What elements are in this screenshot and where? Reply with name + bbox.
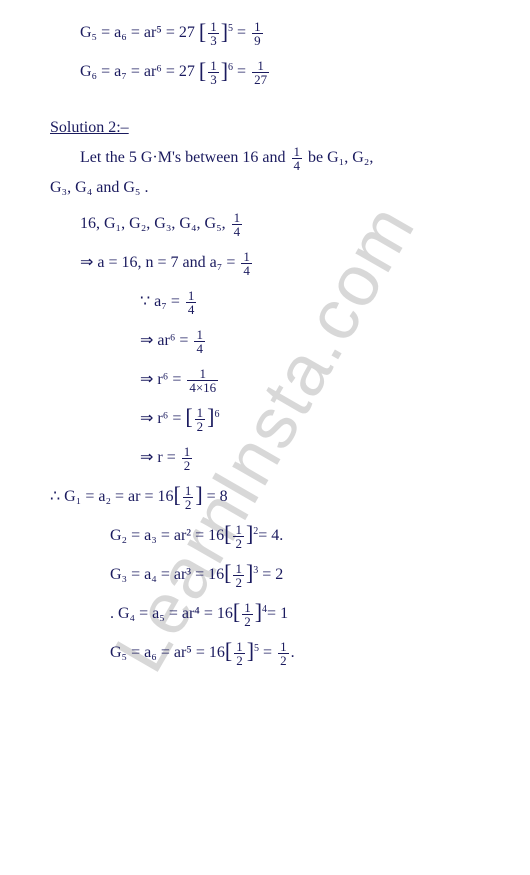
sequence-line: 16, G₁, G₂, G₃, G₄, G₅, 14 (50, 211, 500, 238)
equation-g5-prev: G₅ = a₆ = ar⁵ = 27 [13]5 = 19 (50, 20, 500, 47)
intro-line-2: G₃, G₄ and G₅ . (50, 178, 500, 199)
result-g4: . G₄ = a₅ = ar⁴ = 16[12]4= 1 (50, 601, 500, 628)
step-1: ∵ a₇ = 14 (50, 289, 500, 316)
solution-heading: Solution 2:– (50, 118, 500, 139)
result-g2: G₂ = a₃ = ar² = 16[12]2= 4. (50, 523, 500, 550)
given-values: ⇒ a = 16, n = 7 and a₇ = 14 (50, 250, 500, 277)
step-4: ⇒ r⁶ = [12]6 (50, 406, 500, 433)
result-g5: G₅ = a₆ = ar⁵ = 16[12]5 = 12. (50, 640, 500, 667)
result-g1: ∴ G₁ = a₂ = ar = 16[12] = 8 (50, 484, 500, 511)
intro-line-1: Let the 5 G·M's between 16 and 14 be G₁,… (50, 145, 500, 172)
step-2: ⇒ ar⁶ = 14 (50, 328, 500, 355)
step-3: ⇒ r⁶ = 14×16 (50, 367, 500, 394)
result-g3: G₃ = a₄ = ar³ = 16[12]3 = 2 (50, 562, 500, 589)
equation-g6-prev: G₆ = a₇ = ar⁶ = 27 [13]6 = 127 (50, 59, 500, 86)
math-document: G₅ = a₆ = ar⁵ = 27 [13]5 = 19 G₆ = a₇ = … (0, 0, 530, 875)
step-5: ⇒ r = 12 (50, 445, 500, 472)
